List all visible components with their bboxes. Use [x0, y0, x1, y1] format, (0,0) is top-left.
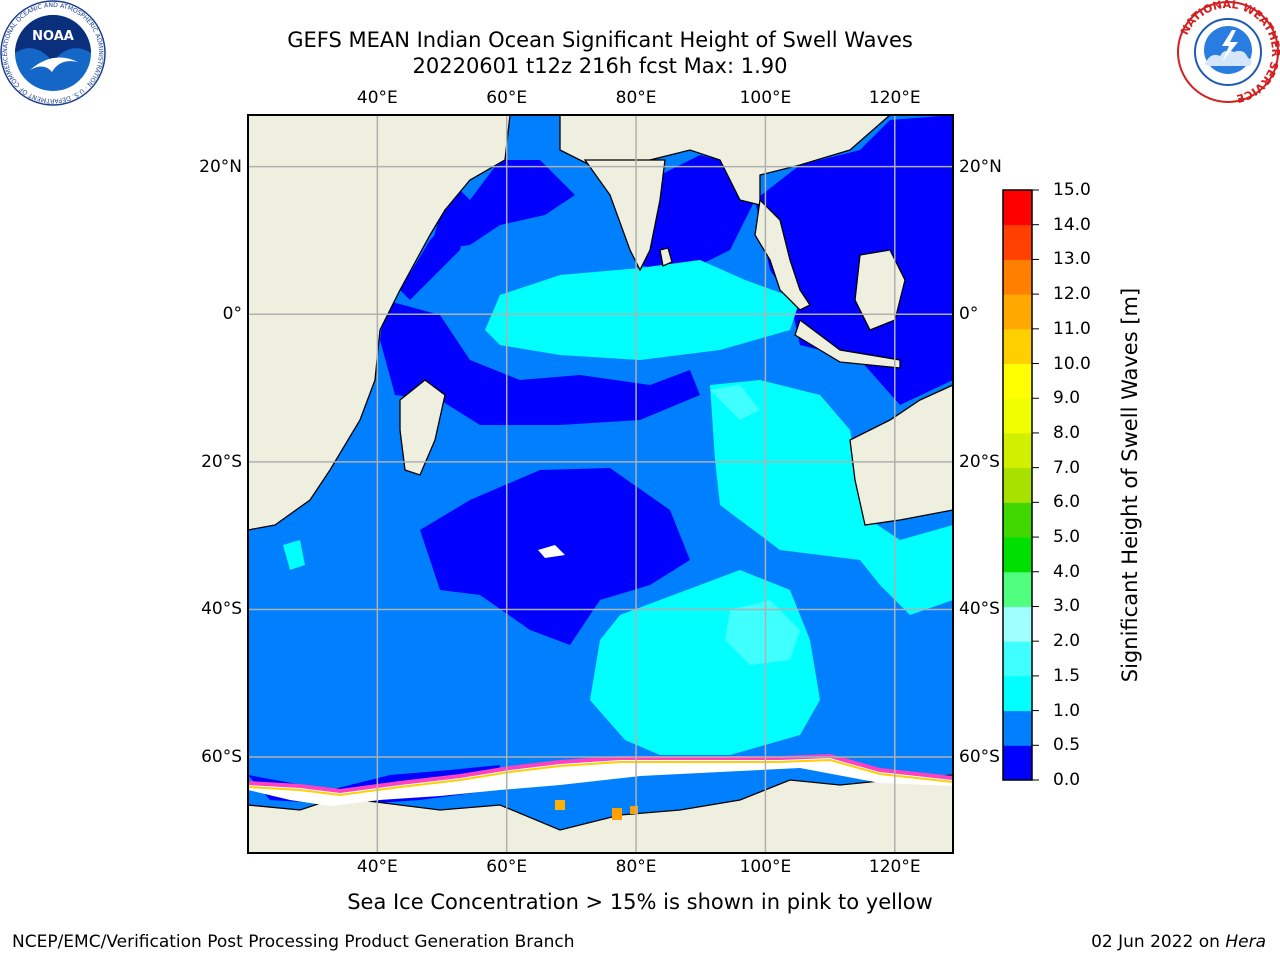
noaa-logo-text: NOAA — [32, 29, 74, 44]
chart-subtitle-run: 20220601 t12z 216h fcst Max: 1.90 — [412, 54, 788, 78]
colorbar-frame — [1002, 189, 1033, 781]
colorbar-swatch — [1003, 398, 1032, 434]
colorbar-swatch — [1003, 432, 1032, 469]
colorbar-level-label: 0.5 — [1053, 735, 1081, 756]
colorbar-level-label: 9.0 — [1053, 388, 1081, 409]
colorbar-level-label: 12.0 — [1053, 284, 1091, 305]
lon-label-bottom: 40°E — [356, 857, 398, 877]
sea-ice — [248, 753, 953, 820]
lat-label-left: 40°S — [201, 599, 242, 620]
lon-label-top: 80°E — [615, 88, 657, 108]
colorbar-swatch — [1003, 224, 1032, 260]
colorbar-level-label: 15.0 — [1053, 180, 1091, 200]
footer-date: 02 Jun 2022 on Hera — [1091, 932, 1266, 952]
colorbar-swatch — [1003, 745, 1032, 781]
missing-data-patch — [538, 545, 565, 558]
colorbar-level-label: 5.0 — [1053, 527, 1081, 548]
colorbar-swatch — [1003, 294, 1032, 330]
colorbar-title: Significant Height of Swell Waves [m] — [1118, 287, 1142, 683]
colorbar-level-label: 10.0 — [1053, 353, 1091, 374]
colorbar-swatch — [1003, 641, 1032, 677]
lat-label-right: 0° — [959, 304, 979, 325]
lat-label-right: 40°S — [959, 599, 1000, 620]
colorbar-swatch — [1003, 606, 1032, 642]
lon-label-top: 60°E — [486, 88, 528, 108]
colorbar-level-label: 7.0 — [1053, 457, 1081, 478]
lat-label-right: 60°S — [959, 747, 1000, 768]
map-frame — [247, 114, 954, 854]
lon-label-bottom: 60°E — [486, 857, 528, 877]
colorbar-swatch — [1003, 363, 1032, 399]
lon-label-bottom: 100°E — [739, 857, 792, 877]
lon-label-bottom: 120°E — [868, 857, 921, 877]
colorbar-swatch — [1003, 675, 1032, 712]
colorbar-swatch — [1003, 328, 1032, 365]
colorbar-level-label: 6.0 — [1053, 492, 1081, 513]
lon-label-top: 40°E — [356, 88, 398, 108]
colorbar-level-label: 0.0 — [1053, 770, 1081, 790]
colorbar-swatch — [1003, 259, 1032, 295]
lon-label-top: 100°E — [739, 88, 792, 108]
colorbar-swatch — [1003, 467, 1032, 503]
lat-label-right: 20°S — [959, 451, 1000, 472]
colorbar-level-label: 2.0 — [1053, 631, 1081, 652]
colorbar-level-label: 11.0 — [1053, 318, 1091, 339]
colorbar-level-label: 8.0 — [1053, 422, 1081, 443]
lon-label-bottom: 80°E — [615, 857, 657, 877]
lon-label-top: 120°E — [868, 88, 921, 108]
colorbar-swatch — [1003, 537, 1032, 573]
lat-label-left: 20°S — [201, 451, 242, 472]
footer-producer: NCEP/EMC/Verification Post Processing Pr… — [12, 932, 575, 952]
colorbar-level-label: 14.0 — [1053, 214, 1091, 235]
colorbar-level-label: 1.0 — [1053, 700, 1081, 721]
colorbar-swatch — [1003, 571, 1032, 607]
colorbar-swatch — [1003, 502, 1032, 538]
nws-logo: NATIONAL WEATHER SERVICE — [1177, 0, 1280, 104]
lat-label-left: 60°S — [201, 747, 242, 768]
colorbar-level-label: 3.0 — [1053, 596, 1081, 617]
colorbar-swatch — [1003, 710, 1032, 746]
lat-label-right: 20°N — [959, 156, 1002, 177]
lat-label-left: 0° — [222, 304, 242, 325]
footer-date-text: 02 Jun 2022 on — [1091, 932, 1226, 952]
colorbar-level-label: 4.0 — [1053, 561, 1081, 582]
colorbar-level-label: 1.5 — [1053, 665, 1081, 686]
colorbar-swatch — [1003, 190, 1032, 226]
footer-host: Hera — [1225, 932, 1266, 952]
swell-field-1.5-2.0 — [710, 385, 800, 665]
colorbar-level-label: 13.0 — [1053, 249, 1091, 270]
chart-title: GEFS MEAN Indian Ocean Significant Heigh… — [287, 28, 913, 52]
sea-ice-note: Sea Ice Concentration > 15% is shown in … — [347, 890, 933, 914]
lat-label-left: 20°N — [199, 156, 242, 177]
graticule — [248, 115, 953, 853]
noaa-logo: NATIONAL OCEANIC AND ATMOSPHERIC ADMINIS… — [0, 0, 106, 106]
